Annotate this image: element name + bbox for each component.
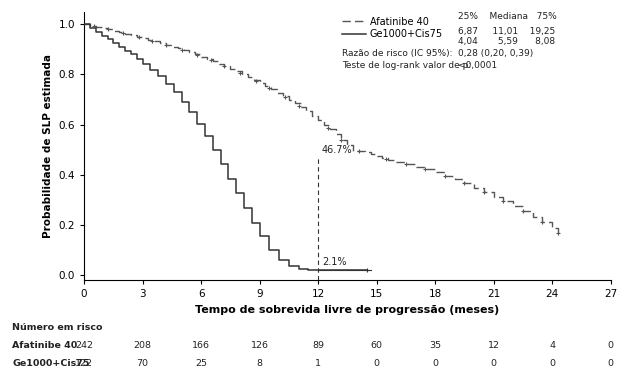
Text: 46.7%: 46.7% <box>322 145 353 155</box>
Text: 0: 0 <box>432 359 438 368</box>
Text: 6,87     11,01    19,25: 6,87 11,01 19,25 <box>458 27 555 36</box>
Text: 0: 0 <box>607 359 614 368</box>
Text: <0,0001: <0,0001 <box>458 62 497 71</box>
Text: 242: 242 <box>75 341 93 350</box>
Text: 126: 126 <box>250 341 269 350</box>
Text: 8: 8 <box>257 359 262 368</box>
Text: Afatinibe 40: Afatinibe 40 <box>12 341 78 350</box>
X-axis label: Tempo de sobrevida livre de progressão (meses): Tempo de sobrevida livre de progressão (… <box>195 305 500 315</box>
Y-axis label: Probabilidade de SLP estimada: Probabilidade de SLP estimada <box>43 54 53 238</box>
Text: 0: 0 <box>607 341 614 350</box>
Text: 122: 122 <box>75 359 93 368</box>
Text: 4,04       5,59      8,08: 4,04 5,59 8,08 <box>458 37 555 46</box>
Text: 1: 1 <box>315 359 321 368</box>
Text: 0,28 (0,20, 0,39): 0,28 (0,20, 0,39) <box>458 49 533 58</box>
Text: 0: 0 <box>490 359 497 368</box>
Text: Ge1000+Cis75: Ge1000+Cis75 <box>12 359 90 368</box>
Text: 89: 89 <box>312 341 324 350</box>
Text: 208: 208 <box>133 341 151 350</box>
Text: 25: 25 <box>195 359 207 368</box>
Text: Teste de log-rank valor de p:: Teste de log-rank valor de p: <box>342 62 472 71</box>
Text: Número em risco: Número em risco <box>12 323 103 332</box>
Text: 166: 166 <box>192 341 210 350</box>
Text: 60: 60 <box>371 341 383 350</box>
Text: 4: 4 <box>549 341 555 350</box>
Text: 35: 35 <box>429 341 441 350</box>
Text: 25%    Mediana   75%: 25% Mediana 75% <box>458 12 556 21</box>
Text: 12: 12 <box>488 341 500 350</box>
Legend: Afatinibe 40, Ge1000+Cis75: Afatinibe 40, Ge1000+Cis75 <box>341 16 443 39</box>
Text: 0: 0 <box>549 359 555 368</box>
Text: 0: 0 <box>374 359 379 368</box>
Text: 70: 70 <box>136 359 149 368</box>
Text: Razão de risco (IC 95%):: Razão de risco (IC 95%): <box>342 49 452 58</box>
Text: 2.1%: 2.1% <box>322 257 346 267</box>
